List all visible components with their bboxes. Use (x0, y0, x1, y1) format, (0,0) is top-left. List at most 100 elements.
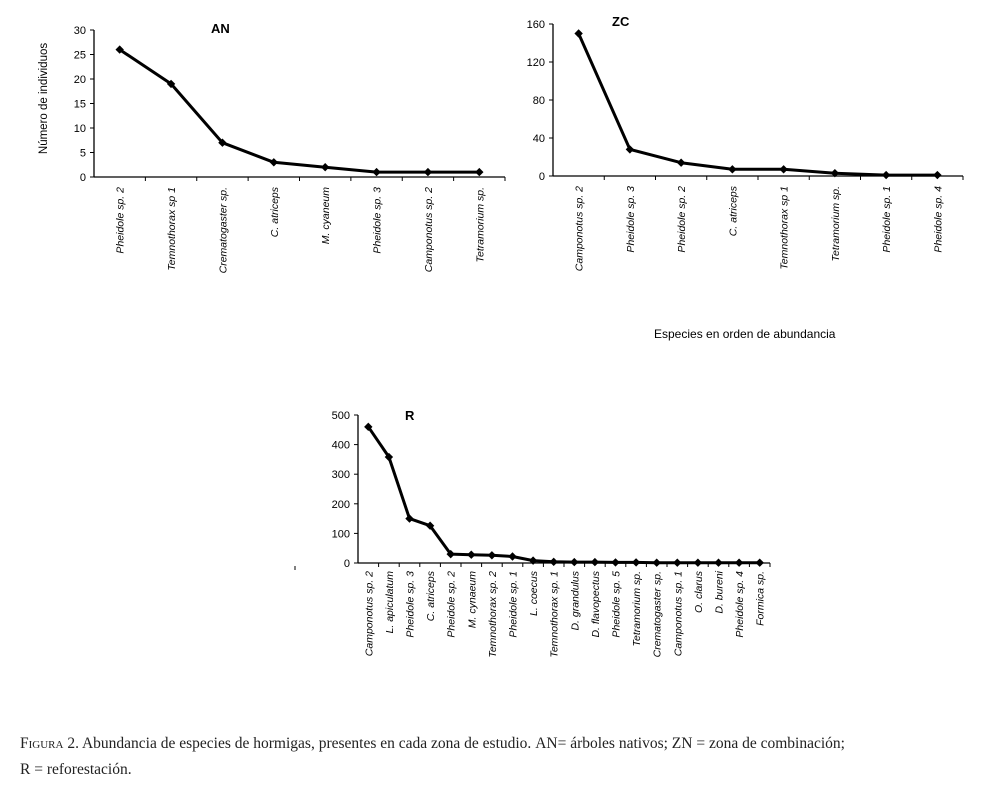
zc-data-point (933, 170, 942, 180)
zc-data-point (625, 145, 635, 154)
zc-category-label: Pheidole sp. 1 (881, 186, 893, 253)
r-panel-title: R (405, 408, 415, 423)
an-panel-title: AN (211, 21, 230, 36)
an-data-point (475, 167, 484, 177)
figure-canvas: 0 5 10 15 20 25 30 Pheidole sp. 2 Temnothorax sp… (38, 14, 964, 658)
an-category-label: Tetramorium sp. (474, 187, 486, 262)
r-data-point (734, 558, 744, 567)
an-y-tick-label: 20 (74, 74, 86, 86)
zc-category-label: Temnothorax sp 1 (779, 186, 791, 270)
zc-y-tick-label: 80 (533, 95, 545, 107)
zc-data-point (779, 165, 788, 174)
r-data-point (425, 521, 435, 530)
r-data-point (405, 514, 414, 523)
an-y-tick-label: 30 (74, 25, 86, 37)
zc-data-point (881, 170, 891, 180)
an-data-point (269, 158, 279, 167)
an-data-point (372, 167, 381, 177)
r-category-label: Crematogaster sp. (652, 571, 664, 657)
r-data-point (364, 422, 373, 432)
caption-an-abbr: AN (535, 735, 558, 752)
an-data-point (115, 45, 124, 54)
r-category-label: Pheidole sp. 1 (508, 571, 520, 638)
an-category-label: Crematogaster sp. (217, 187, 229, 273)
r-y-tick-label: 200 (332, 499, 350, 511)
an-category-label: C. atriceps (269, 186, 281, 237)
r-data-point (467, 550, 476, 559)
r-data-point (693, 558, 703, 567)
r-category-label: Temnothorax sp. 2 (487, 571, 499, 658)
r-data-point (673, 558, 682, 567)
an-category-label: M. cyaneum (320, 187, 332, 244)
an-y-axis-label: Número de individuos (38, 43, 50, 154)
r-category-label: L. coecus (528, 570, 540, 616)
zc-series-line (577, 32, 938, 177)
r-category-label: Camponotus sp. 1 (672, 571, 684, 656)
r-category-label: O. clarus (693, 570, 705, 613)
caption-figure-label: Figura 2. (20, 735, 79, 752)
caption-r-definition: R = reforestación. (20, 761, 132, 778)
an-y-tick-label: 0 (80, 172, 86, 184)
r-category-label: M. cynaeum (466, 571, 478, 628)
zc-data-point (574, 29, 583, 38)
r-data-point (528, 556, 538, 565)
r-category-label: Tetramorium sp. (631, 571, 643, 646)
r-data-point (384, 452, 394, 462)
an-y-tick-label: 10 (74, 123, 86, 135)
zc-category-label: Pheidole sp. 2 (676, 186, 688, 253)
an-y-tick-label: 5 (80, 148, 86, 160)
chart-zc: 0 40 80 120 160 Camponotus sp. 2 Pheidole sp. … (527, 14, 964, 271)
zc-category-label: Pheidole sp. 3 (625, 186, 637, 253)
chart-an: 0 5 10 15 20 25 30 Pheidole sp. 2 Temnothorax sp… (38, 21, 506, 273)
r-category-label: Pheidole sp. 3 (405, 571, 417, 638)
r-y-tick-label: 400 (332, 440, 350, 452)
r-category-label: D. grandulus (569, 570, 581, 630)
r-category-label: Pheidole sp. 2 (446, 571, 458, 638)
chart-r: 0 100 200 300 400 500 Camponotus sp. 2 L. apicu… (332, 408, 771, 658)
zc-data-point (676, 158, 686, 167)
caption-an-definition: = árboles nativos; (557, 735, 672, 752)
an-series-line (118, 48, 480, 174)
r-category-label: Temnothorax sp. 1 (549, 571, 561, 658)
r-data-point (549, 557, 558, 567)
r-category-label: D. bureni (714, 570, 726, 613)
r-series-line (367, 425, 760, 565)
an-category-label: Camponotus sp. 2 (423, 187, 435, 272)
zc-y-tick-label: 120 (527, 57, 545, 69)
zc-data-point (830, 168, 840, 178)
r-category-label: Pheidole sp. 4 (734, 571, 746, 638)
r-data-point (755, 558, 764, 567)
an-data-point (423, 167, 433, 177)
caption-text: Abundancia de especies de hormigas, pres… (81, 735, 536, 752)
r-y-tick-label: 500 (332, 410, 350, 422)
r-y-tick-label: 0 (344, 558, 350, 570)
zc-category-label: Tetramorium sp. (830, 186, 842, 261)
r-data-point (652, 558, 661, 567)
zc-data-point (728, 165, 737, 174)
an-category-label: Pheidole sp. 3 (372, 187, 384, 254)
r-data-point (446, 549, 455, 559)
zc-category-label: C. atriceps (727, 185, 739, 236)
r-category-label: Camponotus sp. 2 (363, 571, 375, 656)
an-category-label: Temnothorax sp 1 (166, 187, 178, 271)
an-y-tick-label: 15 (74, 99, 86, 111)
an-data-point (166, 79, 176, 89)
zc-y-tick-label: 40 (533, 133, 545, 145)
an-category-label: Pheidole sp. 2 (115, 187, 127, 254)
r-y-tick-label: 100 (332, 528, 350, 540)
caption-zn-abbr: ZN (671, 735, 693, 752)
r-category-label: D. flavopectus (590, 570, 602, 637)
caption-zn-definition: = zona de combinación; (692, 735, 845, 752)
shared-x-axis-label: Especies en orden de abundancia (654, 327, 836, 341)
r-data-point (508, 552, 517, 561)
zc-y-tick-label: 160 (527, 19, 545, 31)
r-y-tick-label: 300 (332, 469, 350, 481)
r-data-point (611, 558, 620, 567)
an-data-point (218, 138, 227, 147)
r-data-point (570, 557, 579, 567)
figure-caption: Figura 2. Abundancia de especies de horm… (20, 731, 980, 783)
r-category-label: C. atriceps (425, 570, 437, 621)
an-data-point (320, 163, 330, 172)
zc-category-label: Camponotus sp. 2 (574, 186, 586, 271)
r-category-label: L. apiculatum (384, 571, 396, 634)
